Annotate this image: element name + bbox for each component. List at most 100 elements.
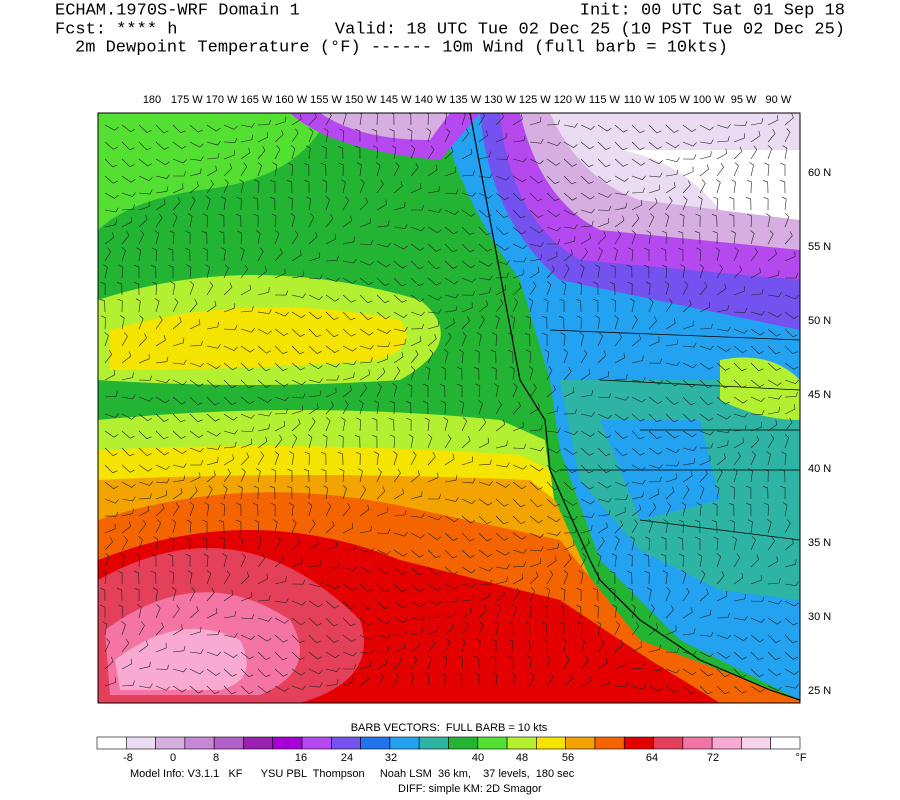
wind-barb [546,481,560,491]
wind-barb [425,113,429,126]
wind-barb [376,528,391,534]
wind-barb [390,113,395,126]
wind-barb [529,424,543,432]
wind-barb [614,374,628,381]
wind-barb [461,260,476,269]
wind-barb [495,481,510,488]
wind-barb [767,292,782,297]
wind-barb [495,113,504,126]
wind-barb [597,657,608,670]
wind-barb [427,625,439,636]
wind-barb [699,151,712,160]
wind-barb [750,634,765,643]
wind-barb [308,231,318,245]
wind-barb [699,668,713,677]
wind-barb [478,549,493,558]
wind-barb [321,145,327,160]
wind-barb [305,145,311,160]
colorbar-swatch [301,736,332,750]
wind-barb [359,197,369,211]
wind-barb [699,485,705,500]
wind-barb [410,615,425,621]
wind-barb [155,413,169,422]
wind-barb [240,685,254,694]
wind-barb [695,536,701,550]
wind-barb [444,622,454,636]
wind-barb [427,452,436,466]
longitude-label: 165 W [241,94,273,106]
wind-barb [444,332,452,347]
wind-barb [252,503,259,517]
colorbar-swatch [125,736,156,750]
latitude-label: 40 N [808,463,831,475]
wind-barb [104,124,119,131]
wind-barb [733,668,747,678]
wind-barb [665,486,675,500]
wind-barb [682,485,690,500]
wind-barb [593,281,599,296]
wind-barb [186,264,192,279]
wind-barb [325,520,335,534]
wind-barb [461,435,471,449]
wind-barb [172,124,186,134]
wind-barb [627,553,633,568]
wind-barb [342,372,355,381]
wind-barb [376,328,391,334]
wind-barb [257,287,270,296]
wind-barb [444,549,458,559]
wind-barb [138,661,151,670]
wind-barb [764,162,770,177]
wind-barb [393,531,408,537]
wind-barb [495,132,507,143]
wind-barb [257,119,271,126]
wind-barb [426,128,432,143]
wind-barb [614,682,629,688]
wind-barb [240,306,254,313]
wind-barb [102,621,108,636]
wind-barb [529,158,544,165]
wind-barb [563,481,577,491]
wind-barb [456,673,463,687]
wind-barb [325,401,334,415]
wind-barb [104,447,118,457]
wind-barb [206,362,221,369]
wind-barb [155,141,169,150]
wind-barb [218,520,225,534]
wind-barb [648,644,661,653]
wind-barb [733,634,748,641]
wind-barb [138,353,150,364]
wind-barb [406,417,412,432]
wind-barb [750,409,765,415]
wind-barb [784,251,796,262]
wind-barb [444,609,457,619]
wind-barb [614,141,628,151]
wind-barb [529,515,543,524]
wind-barb [680,264,686,279]
wind-barb [611,553,617,568]
wind-barb [512,573,524,585]
wind-barb [682,281,689,296]
wind-barb [563,158,577,167]
wind-barb [730,485,736,500]
wind-barb [121,372,134,381]
wind-barb [101,315,107,330]
wind-barb [525,621,531,636]
wind-barb [444,532,458,541]
wind-barb [699,396,713,406]
wind-barb [104,219,117,228]
wind-barb [291,537,300,551]
wind-barb [767,685,782,691]
wind-barb [580,264,585,279]
wind-barb [308,362,323,370]
wind-barb [104,141,118,150]
wind-barb [121,496,136,502]
wind-barb [376,507,388,517]
header-init: Init: 00 UTC Sat 01 Sep 18 [580,1,845,20]
wind-barb [308,403,319,415]
wind-barb [478,532,492,542]
wind-barb [444,226,458,235]
wind-barb [512,226,527,235]
colorbar-label: -8 [123,752,133,764]
wind-barb [712,502,718,517]
longitude-label: 90 W [766,94,792,106]
